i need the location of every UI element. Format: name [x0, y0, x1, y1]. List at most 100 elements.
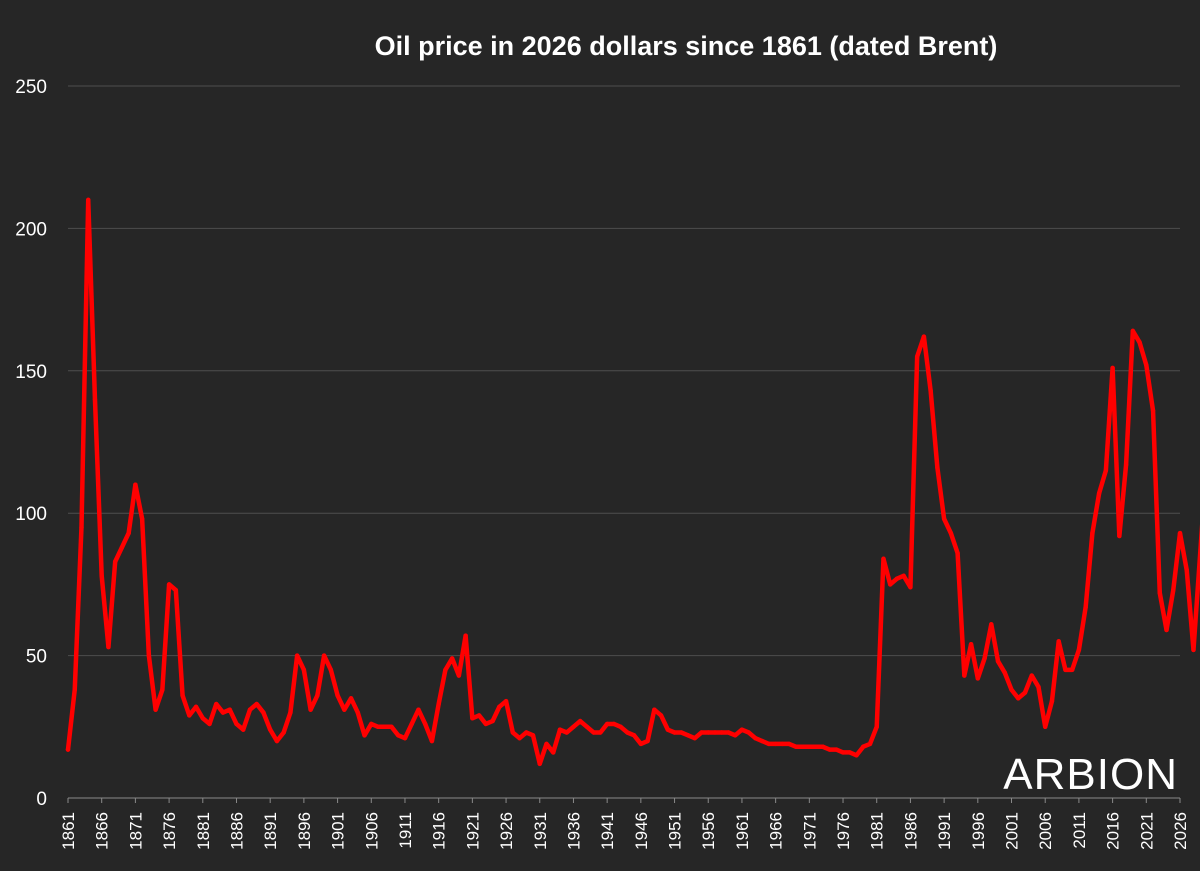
y-tick-label: 100 — [15, 504, 47, 525]
data-point-1974 — [827, 747, 832, 752]
x-tick-label: 1891 — [261, 812, 280, 850]
series-layer — [65, 197, 1200, 767]
x-tick-label: 1866 — [93, 812, 112, 850]
x-tick-label: 1896 — [295, 812, 314, 850]
data-point-1926 — [503, 698, 509, 704]
x-tick-label: 1906 — [362, 812, 381, 850]
y-axis-tick-labels: 0 50 100 150 200 250 — [15, 77, 47, 810]
data-point-1911 — [402, 735, 408, 741]
data-point-1994 — [962, 673, 967, 678]
data-point-1878 — [180, 693, 185, 698]
data-point-2010 — [1069, 667, 1075, 673]
data-point-1987 — [914, 354, 920, 359]
data-point-1883 — [214, 701, 219, 707]
x-tick-label: 1951 — [666, 812, 685, 850]
data-point-1864 — [86, 197, 91, 203]
data-point-2005 — [1036, 684, 1041, 690]
data-point-1961 — [739, 727, 745, 732]
data-point-2002 — [1016, 696, 1021, 701]
data-point-2024 — [1164, 627, 1169, 633]
data-point-1975 — [834, 747, 839, 752]
data-point-1938 — [584, 724, 590, 729]
data-point-1885 — [227, 707, 232, 712]
data-point-1944 — [625, 730, 630, 735]
data-point-1882 — [207, 721, 212, 727]
data-point-1863 — [79, 525, 84, 530]
data-point-1957 — [712, 730, 718, 735]
data-point-1996 — [975, 676, 981, 681]
data-point-1981 — [874, 724, 879, 729]
data-point-1903 — [348, 696, 354, 701]
data-point-1963 — [753, 735, 758, 741]
data-point-1966 — [773, 741, 778, 747]
x-tick-label: 2021 — [1137, 812, 1156, 850]
data-point-1946 — [638, 741, 644, 747]
data-point-1997 — [982, 656, 987, 661]
data-point-2013 — [1090, 530, 1095, 536]
data-point-1910 — [396, 733, 401, 738]
data-point-1871 — [133, 482, 138, 487]
data-point-2020 — [1137, 340, 1142, 345]
data-point-1873 — [146, 653, 152, 658]
x-tick-label: 1986 — [901, 812, 920, 850]
data-point-2015 — [1103, 468, 1109, 473]
data-point-1984 — [894, 576, 900, 581]
data-point-1865 — [92, 397, 98, 402]
data-point-1922 — [476, 713, 482, 718]
data-point-1942 — [611, 721, 617, 727]
y-tick-label: 200 — [15, 219, 47, 240]
data-point-1905 — [362, 733, 367, 738]
data-point-1919 — [456, 673, 462, 678]
data-point-1927 — [510, 730, 515, 735]
data-point-1870 — [126, 530, 131, 536]
x-tick-label: 1971 — [800, 812, 819, 850]
y-tick-label: 150 — [15, 362, 47, 383]
y-tick-label: 250 — [15, 77, 47, 98]
data-point-1939 — [591, 730, 596, 735]
data-point-2016 — [1110, 365, 1115, 371]
data-point-1869 — [119, 545, 125, 550]
x-tick-label: 1916 — [430, 812, 449, 850]
data-point-1968 — [786, 741, 792, 747]
data-point-1921 — [470, 716, 475, 721]
data-point-1970 — [800, 744, 805, 749]
data-point-1880 — [193, 704, 199, 710]
data-point-1923 — [483, 721, 489, 727]
data-point-1967 — [780, 741, 785, 747]
data-point-1950 — [665, 727, 671, 732]
data-point-2022 — [1150, 408, 1156, 413]
data-point-1964 — [759, 738, 765, 744]
data-point-1908 — [382, 724, 387, 729]
data-point-1952 — [679, 730, 684, 735]
data-point-1881 — [200, 716, 205, 721]
data-point-1982 — [881, 556, 886, 561]
data-point-1977 — [847, 750, 852, 755]
data-point-1886 — [234, 721, 239, 727]
data-point-1955 — [699, 730, 704, 735]
x-tick-label: 2001 — [1003, 812, 1022, 850]
data-point-1937 — [577, 718, 583, 724]
data-point-1988 — [921, 334, 927, 339]
data-point-1925 — [497, 704, 502, 710]
data-point-1890 — [261, 710, 266, 715]
data-point-1891 — [267, 727, 273, 732]
data-point-1979 — [861, 744, 866, 749]
data-point-1991 — [941, 516, 947, 522]
data-point-1947 — [645, 738, 650, 744]
x-tick-label: 1976 — [834, 812, 853, 850]
x-tick-label: 1926 — [497, 812, 516, 850]
data-point-1948 — [652, 707, 657, 712]
data-point-1999 — [995, 659, 1001, 664]
data-point-2001 — [1009, 687, 1014, 692]
data-point-1895 — [294, 653, 300, 658]
data-point-1945 — [631, 733, 637, 738]
x-tick-label: 1921 — [463, 812, 482, 850]
x-tick-label: 2016 — [1104, 812, 1123, 850]
data-point-1956 — [706, 730, 711, 735]
data-point-1920 — [463, 633, 468, 638]
data-point-1899 — [321, 653, 327, 658]
data-point-2028 — [1191, 647, 1196, 653]
data-point-1888 — [247, 707, 253, 712]
data-point-1929 — [524, 730, 529, 735]
